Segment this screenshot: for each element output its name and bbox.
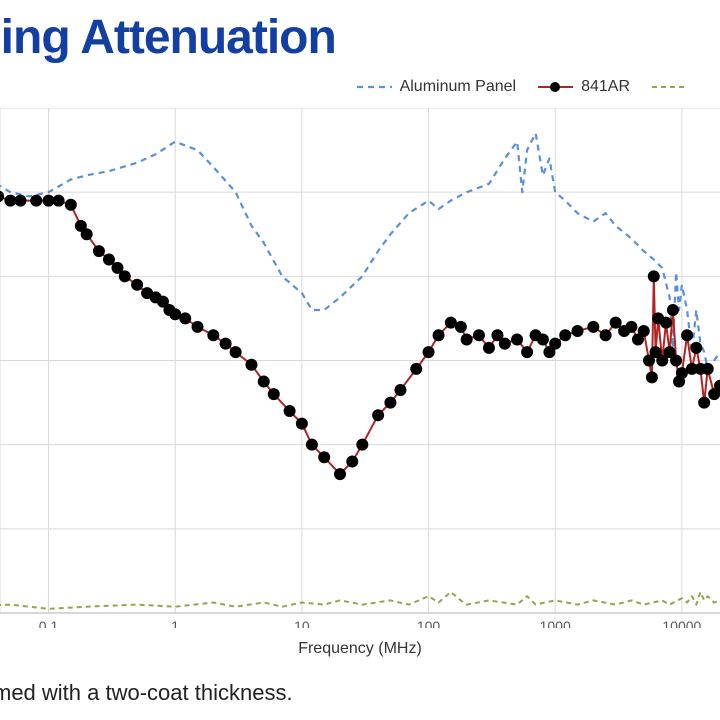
legend-item-841ar: 841AR [538,78,630,96]
legend-label: Aluminum Panel [400,78,517,96]
legend-item-baseline [652,78,695,96]
legend-swatch-aluminum [357,80,392,94]
svg-text:1: 1 [171,618,179,628]
svg-text:100: 100 [417,618,441,628]
chart-legend: Aluminum Panel 841AR [0,78,720,96]
legend-label: 841AR [581,78,630,96]
svg-text:10: 10 [294,618,310,628]
legend-swatch-baseline [652,80,687,94]
attenuation-chart: 0.1 1 10 100 1000 10000 [0,108,720,628]
svg-text:10000: 10000 [662,618,701,628]
legend-swatch-841ar [538,80,573,94]
page-title: lding Attenuation [0,10,336,65]
legend-item-aluminum: Aluminum Panel [357,78,517,96]
svg-text:1000: 1000 [540,618,571,628]
x-axis-label: Frequency (MHz) [0,640,720,658]
svg-text:0.1: 0.1 [39,618,59,628]
footnote-text: rformed with a two-coat thickness. [0,680,293,706]
